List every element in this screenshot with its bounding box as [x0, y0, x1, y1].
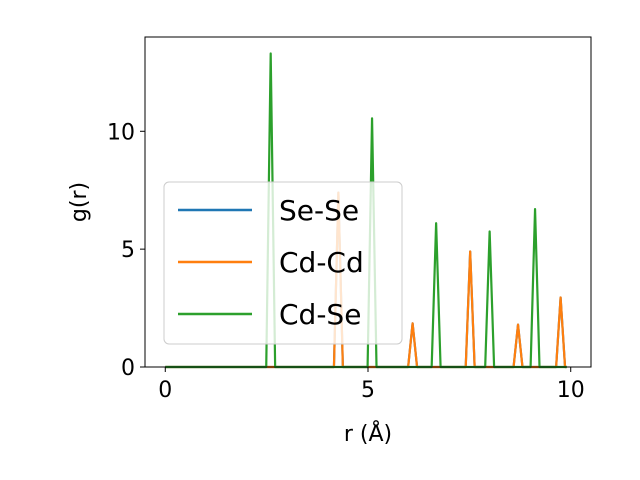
legend: Se-Se Cd-Cd Cd-Se — [163, 181, 403, 345]
legend-label-cd-se: Cd-Se — [279, 298, 361, 331]
x-tick-label: 10 — [557, 378, 585, 403]
legend-label-cd-cd: Cd-Cd — [279, 246, 364, 279]
y-tick-label: 10 — [107, 120, 135, 145]
x-tick-label: 5 — [361, 378, 375, 403]
y-axis-label: g(r) — [67, 182, 92, 222]
y-tick-label: 0 — [121, 356, 135, 381]
y-tick-label: 5 — [121, 238, 135, 263]
axis-layer: 0 5 10 0 5 10 — [107, 120, 585, 403]
legend-box — [163, 181, 403, 345]
x-tick-label: 0 — [158, 378, 172, 403]
x-axis-label: r (Å) — [344, 420, 392, 447]
legend-label-se-se: Se-Se — [279, 194, 359, 227]
